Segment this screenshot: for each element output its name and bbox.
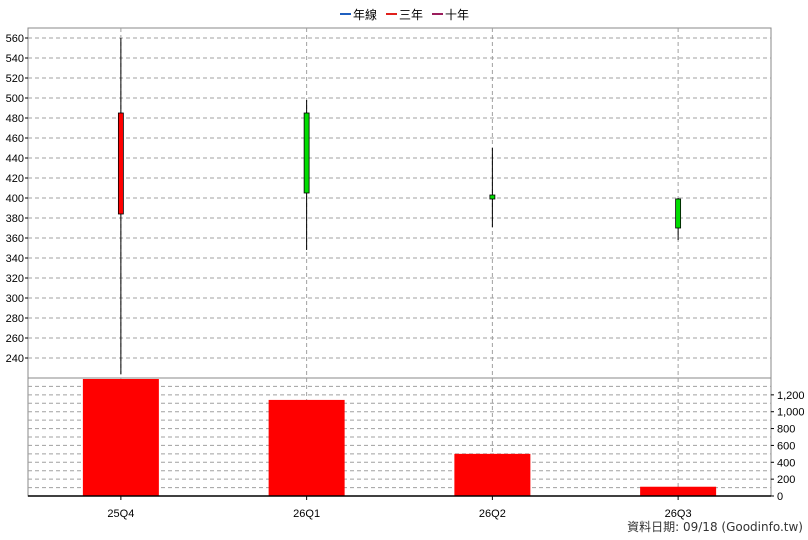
price-tick-label: 500 — [6, 93, 24, 105]
price-tick-label: 460 — [6, 133, 24, 145]
candle-body — [303, 112, 310, 194]
volume-bar — [268, 399, 345, 496]
legend: 年線 三年 十年 — [340, 7, 469, 22]
category-tick-label: 26Q3 — [665, 508, 692, 520]
legend-label-three-year: 三年 — [399, 8, 423, 22]
category-tick-label: 26Q2 — [479, 508, 506, 520]
volume-axis: 0 200 400 600 800 1,000 1,200 — [771, 390, 805, 503]
price-panel-frame — [27, 27, 772, 379]
volume-bar — [82, 379, 159, 496]
price-tick-label: 540 — [6, 53, 24, 65]
price-tick-label: 280 — [6, 313, 24, 325]
price-tick-label: 420 — [6, 173, 24, 185]
price-tick-label: 440 — [6, 153, 24, 165]
candle-body — [675, 198, 682, 229]
candle-body — [489, 194, 496, 200]
legend-label-annual: 年線 — [353, 7, 377, 22]
volume-tick-label: 0 — [777, 491, 783, 503]
volume-tick-label: 600 — [777, 440, 795, 452]
price-tick-label: 340 — [6, 253, 24, 265]
candles — [117, 38, 682, 374]
footer-source: 資料日期: 09/18 (Goodinfo.tw) — [627, 520, 803, 534]
volume-bars — [82, 379, 717, 496]
price-tick-label: 360 — [6, 233, 24, 245]
volume-tick-label: 1,000 — [777, 407, 805, 419]
price-tick-label: 320 — [6, 273, 24, 285]
price-tick-label: 380 — [6, 213, 24, 225]
volume-bar — [640, 486, 717, 496]
volume-tick-label: 200 — [777, 474, 795, 486]
volume-tick-label: 400 — [777, 457, 795, 469]
price-axis: 240 260 280 300 320 340 360 380 400 420 440 460 480 5… — [6, 33, 28, 365]
price-tick-label: 260 — [6, 333, 24, 345]
price-tick-label: 400 — [6, 193, 24, 205]
price-tick-label: 520 — [6, 73, 24, 85]
candle-body — [117, 112, 124, 215]
price-tick-label: 240 — [6, 353, 24, 365]
legend-label-ten-year: 十年 — [445, 8, 469, 22]
category-axis: 25Q4 26Q1 26Q2 26Q3 — [107, 496, 692, 520]
volume-tick-label: 1,200 — [777, 390, 805, 402]
category-tick-label: 26Q1 — [293, 508, 320, 520]
price-tick-label: 480 — [6, 113, 24, 125]
category-tick-label: 25Q4 — [107, 508, 134, 520]
volume-bar — [454, 453, 531, 496]
price-tick-label: 560 — [6, 33, 24, 45]
price-tick-label: 300 — [6, 293, 24, 305]
volume-tick-label: 800 — [777, 424, 795, 436]
